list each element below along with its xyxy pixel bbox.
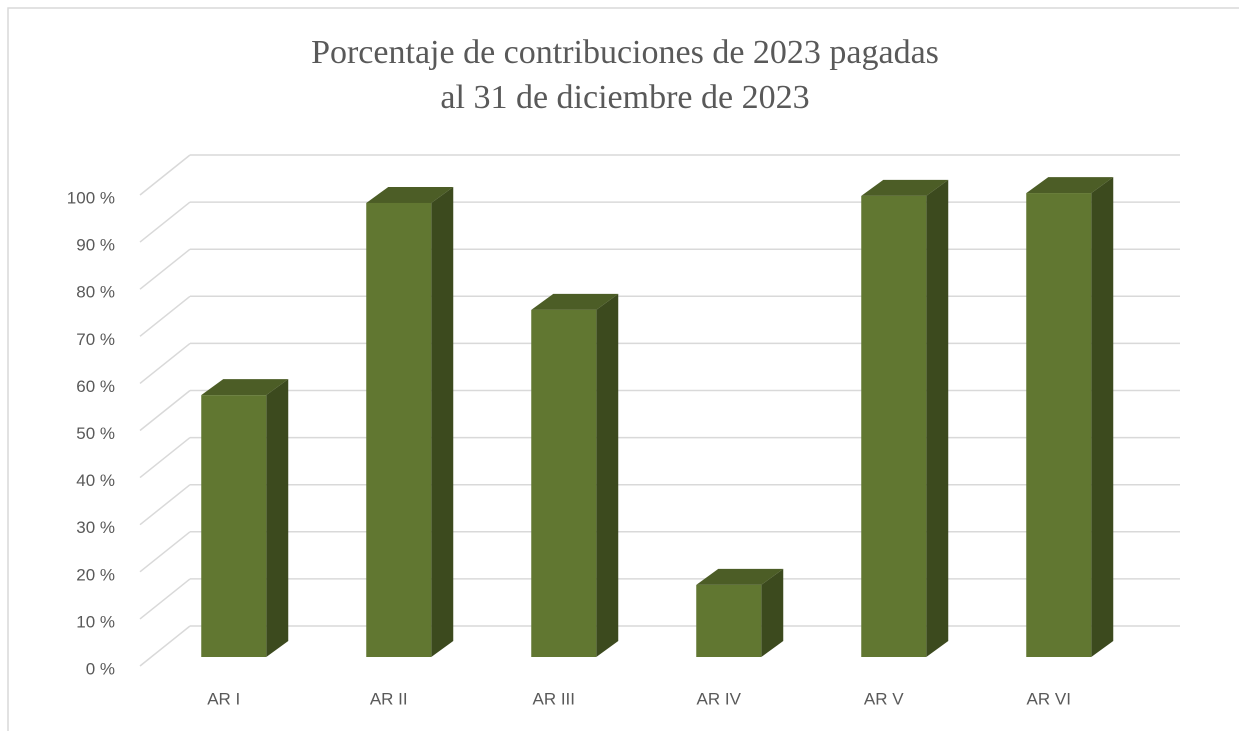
y-tick-label: 20 % bbox=[76, 565, 115, 584]
bar-front bbox=[366, 202, 432, 657]
bar bbox=[1026, 177, 1114, 657]
bar-top bbox=[696, 568, 784, 585]
bar bbox=[366, 186, 454, 657]
y-tick-label: 10 % bbox=[76, 612, 115, 631]
bar bbox=[201, 379, 289, 657]
x-tick-label: AR IV bbox=[697, 689, 742, 708]
y-tick-label: 70 % bbox=[76, 330, 115, 349]
chart-title: Porcentaje de contribuciones de 2023 pag… bbox=[311, 34, 939, 71]
y-tick-label: 100 % bbox=[67, 188, 115, 207]
bar-side bbox=[1091, 177, 1114, 657]
grid-line bbox=[139, 295, 191, 337]
grid-line bbox=[139, 154, 191, 196]
y-tick-label: 0 % bbox=[86, 659, 115, 678]
y-tick-label: 60 % bbox=[76, 377, 115, 396]
grid-line bbox=[139, 342, 191, 384]
bar bbox=[531, 293, 619, 657]
grid-line bbox=[139, 531, 191, 573]
bar-side bbox=[431, 186, 454, 657]
bar-side bbox=[266, 379, 289, 657]
bar-top bbox=[201, 379, 289, 396]
chart-frame bbox=[7, 7, 1239, 731]
bar-top bbox=[531, 293, 619, 310]
y-tick-label: 50 % bbox=[76, 424, 115, 443]
bar-side bbox=[596, 293, 619, 657]
bar-top bbox=[861, 179, 949, 196]
x-tick-label: AR II bbox=[370, 689, 408, 708]
grid-line bbox=[139, 437, 191, 479]
x-tick-label: AR VI bbox=[1027, 689, 1071, 708]
bar-front bbox=[531, 309, 597, 657]
grid-line bbox=[139, 201, 191, 243]
y-tick-label: 80 % bbox=[76, 283, 115, 302]
bar-side bbox=[926, 179, 949, 658]
y-tick-label: 30 % bbox=[76, 518, 115, 537]
bar-front bbox=[201, 395, 267, 657]
bar-side bbox=[761, 568, 784, 657]
grid-line bbox=[139, 484, 191, 526]
x-tick-label: AR I bbox=[207, 689, 240, 708]
bar-front bbox=[1026, 193, 1092, 657]
y-tick-label: 40 % bbox=[76, 471, 115, 490]
x-tick-label: AR III bbox=[532, 689, 575, 708]
bar-front bbox=[696, 584, 762, 657]
bar-front bbox=[861, 195, 927, 658]
x-tick-label: AR V bbox=[864, 689, 904, 708]
grid-line bbox=[139, 625, 191, 667]
y-tick-label: 90 % bbox=[76, 236, 115, 255]
grid-line bbox=[139, 389, 191, 432]
bar bbox=[696, 568, 784, 657]
grid-line bbox=[139, 578, 191, 620]
chart-title: al 31 de diciembre de 2023 bbox=[440, 79, 809, 116]
bar-top bbox=[366, 186, 454, 203]
bar-top bbox=[1026, 177, 1114, 194]
grid-line bbox=[139, 248, 191, 290]
bar bbox=[861, 179, 949, 658]
